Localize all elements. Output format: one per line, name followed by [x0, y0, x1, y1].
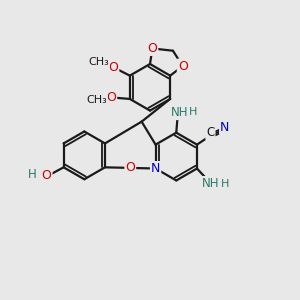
Text: NH: NH	[202, 177, 220, 190]
Text: H: H	[221, 179, 229, 189]
Text: O: O	[125, 161, 135, 174]
Text: O: O	[106, 91, 116, 104]
Text: H: H	[189, 107, 197, 117]
Text: N: N	[151, 162, 160, 175]
Text: O: O	[109, 61, 118, 74]
Text: H: H	[28, 168, 37, 181]
Text: NH: NH	[170, 106, 188, 119]
Text: O: O	[178, 60, 188, 73]
Text: N: N	[220, 121, 230, 134]
Text: CH₃: CH₃	[88, 57, 109, 67]
Text: O: O	[42, 169, 52, 182]
Text: CH₃: CH₃	[86, 95, 107, 105]
Text: O: O	[148, 42, 157, 55]
Text: C: C	[206, 126, 214, 139]
